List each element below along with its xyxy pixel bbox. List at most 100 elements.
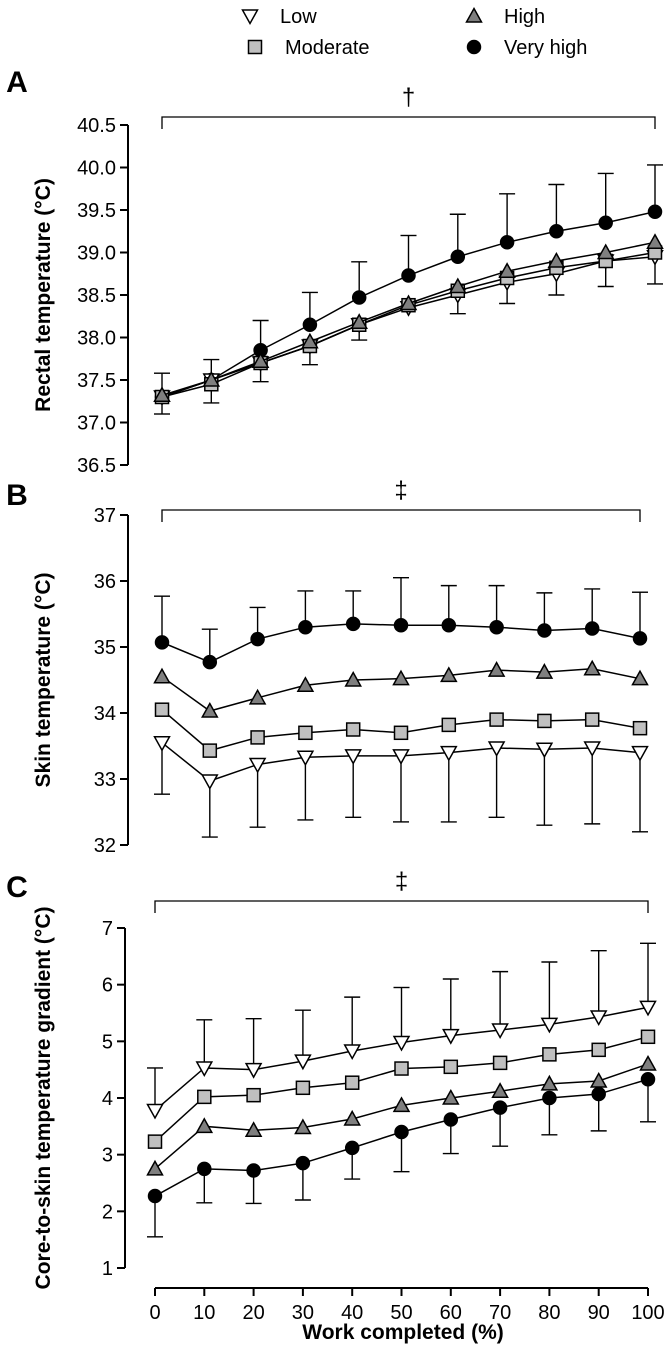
data-point-low bbox=[392, 1035, 411, 1052]
data-point-very-high bbox=[302, 317, 318, 332]
data-point-moderate bbox=[250, 730, 265, 745]
data-point-high bbox=[195, 1117, 214, 1134]
panel-label: B bbox=[6, 479, 28, 512]
x-tick-label: 100 bbox=[631, 1302, 664, 1324]
x-tick-label: 80 bbox=[538, 1302, 560, 1324]
x-tick-label: 50 bbox=[390, 1302, 412, 1324]
data-point-low bbox=[248, 757, 267, 774]
panel-label: A bbox=[6, 66, 28, 99]
data-point-high bbox=[146, 1159, 164, 1176]
y-tick-label: 37 bbox=[94, 505, 116, 527]
data-point-very-high bbox=[640, 1072, 656, 1087]
x-tick-label: 20 bbox=[242, 1302, 264, 1324]
data-point-moderate bbox=[246, 1087, 261, 1103]
data-point-low bbox=[201, 774, 219, 791]
data-point-very-high bbox=[147, 1188, 163, 1204]
y-tick-label: 6 bbox=[102, 975, 113, 997]
y-tick-label: 2 bbox=[102, 1201, 113, 1223]
x-axis-label: Work completed (%) bbox=[302, 1321, 503, 1344]
data-point-moderate bbox=[154, 702, 170, 717]
x-tick-label: 40 bbox=[341, 1302, 363, 1324]
y-tick-label: 37.0 bbox=[77, 413, 116, 435]
x-tick-label: 90 bbox=[588, 1302, 610, 1324]
data-point-very-high bbox=[197, 1161, 212, 1177]
data-point-low bbox=[343, 1044, 361, 1061]
panel-label: C bbox=[6, 871, 28, 904]
y-tick-label: 4 bbox=[102, 1088, 113, 1110]
legend-marker-very-high bbox=[466, 39, 482, 55]
data-point-very-high bbox=[298, 619, 313, 635]
data-point-high bbox=[251, 352, 270, 369]
data-point-very-high bbox=[394, 1124, 409, 1140]
data-point-moderate bbox=[492, 1055, 508, 1071]
legend-marker-moderate bbox=[247, 39, 263, 55]
y-tick-label: 38.0 bbox=[77, 328, 116, 350]
data-point-high bbox=[244, 1121, 263, 1138]
legend-marker-high bbox=[465, 6, 483, 23]
data-point-high bbox=[646, 233, 664, 250]
y-tick-label: 35 bbox=[94, 637, 116, 659]
data-point-moderate bbox=[443, 1059, 459, 1075]
data-point-moderate bbox=[393, 725, 409, 741]
data-point-high bbox=[491, 1082, 509, 1098]
data-point-low bbox=[589, 1010, 608, 1027]
data-point-high bbox=[153, 386, 171, 403]
data-point-very-high bbox=[202, 654, 218, 670]
legend-label: Very high bbox=[504, 37, 587, 59]
data-point-moderate bbox=[591, 1042, 606, 1058]
y-tick-label: 1 bbox=[102, 1258, 113, 1280]
data-point-low bbox=[491, 1023, 509, 1040]
data-point-very-high bbox=[591, 1086, 606, 1102]
x-tick-label: 70 bbox=[489, 1302, 511, 1324]
legend: Low High Moderate Very high bbox=[241, 6, 587, 59]
legend-label: Low bbox=[280, 6, 317, 28]
data-point-very-high bbox=[450, 249, 466, 264]
data-point-very-high bbox=[246, 1163, 261, 1178]
data-point-very-high bbox=[537, 623, 552, 638]
data-point-very-high bbox=[499, 235, 515, 250]
data-point-very-high bbox=[250, 631, 265, 647]
panel-B: B 32 33 34 35 36 37 Skin temperature (°C) ‡ bbox=[6, 477, 649, 857]
data-point-high bbox=[202, 370, 221, 387]
data-point-very-high bbox=[489, 619, 504, 635]
data-point-very-high bbox=[584, 621, 600, 636]
data-point-very-high bbox=[393, 617, 409, 633]
y-tick-label: 5 bbox=[102, 1031, 113, 1053]
data-point-very-high bbox=[492, 1100, 508, 1115]
data-point-high bbox=[442, 1088, 460, 1105]
x-tick-label: 0 bbox=[149, 1302, 160, 1324]
data-point-low bbox=[487, 741, 506, 758]
data-point-high bbox=[399, 294, 418, 311]
significance-symbol: ‡ bbox=[394, 477, 407, 504]
data-point-low bbox=[294, 1054, 312, 1071]
data-point-very-high bbox=[345, 616, 361, 632]
data-point-high bbox=[301, 332, 319, 349]
data-point-moderate bbox=[197, 1089, 212, 1105]
data-point-moderate bbox=[632, 720, 648, 736]
data-point-low bbox=[535, 742, 554, 759]
x-tick-label: 10 bbox=[193, 1302, 215, 1324]
data-point-low bbox=[296, 750, 315, 767]
data-point-very-high bbox=[441, 617, 457, 633]
data-point-low bbox=[540, 1017, 559, 1034]
legend-marker-low bbox=[241, 9, 259, 26]
significance-bracket bbox=[154, 900, 649, 913]
data-point-moderate bbox=[344, 1075, 360, 1090]
data-point-high bbox=[596, 243, 615, 260]
data-point-high bbox=[294, 1118, 312, 1135]
y-axis-label: Skin temperature (°C) bbox=[32, 573, 55, 788]
data-point-very-high bbox=[549, 224, 564, 239]
data-point-very-high bbox=[351, 290, 367, 305]
data-point-very-high bbox=[632, 631, 648, 646]
data-point-moderate bbox=[345, 722, 361, 737]
y-tick-label: 3 bbox=[102, 1145, 113, 1167]
y-tick-label: 40.5 bbox=[77, 115, 116, 137]
y-tick-label: 39.5 bbox=[77, 200, 116, 222]
x-tick-label: 60 bbox=[440, 1302, 462, 1324]
y-tick-label: 36 bbox=[94, 571, 116, 593]
data-point-high bbox=[583, 659, 601, 676]
data-point-high bbox=[392, 1096, 411, 1113]
y-axis-label: Core-to-skin temperature gradient (°C) bbox=[32, 907, 55, 1290]
data-point-moderate bbox=[295, 1080, 311, 1096]
